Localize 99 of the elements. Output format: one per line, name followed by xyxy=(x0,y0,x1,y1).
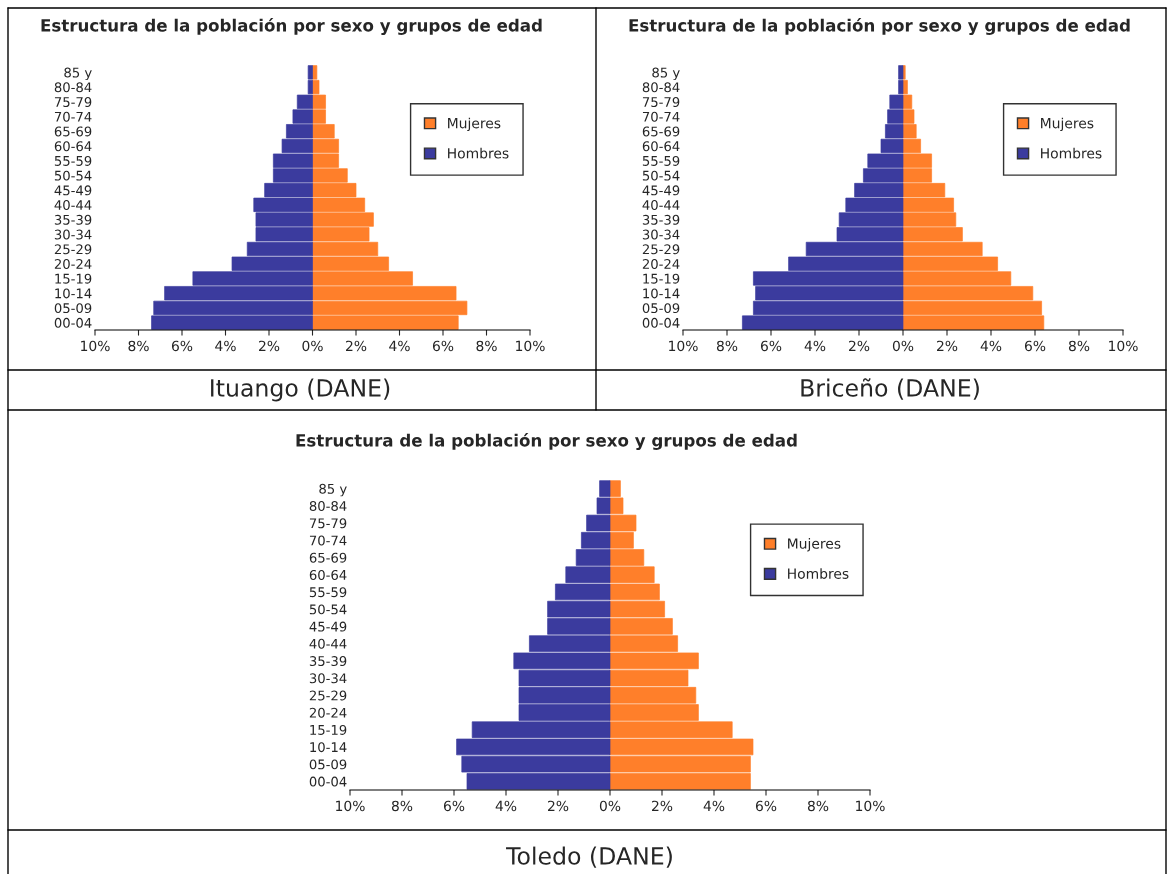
x-tick-label: 2% xyxy=(259,340,280,352)
y-tick-label: 50-54 xyxy=(54,170,92,181)
y-tick-label: 00-04 xyxy=(309,776,347,787)
y-tick-label: 20-24 xyxy=(642,258,680,269)
y-tick-label: 10-14 xyxy=(310,742,347,753)
x-tick-label: 6% xyxy=(760,340,782,352)
x-tick-label: 6% xyxy=(432,340,454,352)
x-tick-label: 4% xyxy=(804,340,826,352)
y-tick-label: 40-44 xyxy=(309,638,347,649)
x-tick-label: 10% xyxy=(669,340,698,352)
y-tick-label: 70-74 xyxy=(54,111,92,122)
x-tick-label: 4% xyxy=(495,800,517,812)
y-tick-label: 60-64 xyxy=(309,569,347,580)
x-tick-label: 2% xyxy=(346,340,367,352)
chart-title: Estructura de la población por sexo y grupos de edad xyxy=(629,18,1130,35)
y-tick-label: 80-84 xyxy=(642,82,680,93)
y-tick-label: 40-44 xyxy=(642,200,680,211)
text: Briceño (DANE) xyxy=(801,378,979,400)
x-tick-label: 4% xyxy=(389,340,410,352)
legend-label: Hombres xyxy=(788,568,849,579)
x-tick-label: 10% xyxy=(336,800,365,812)
y-tick-label: 15-19 xyxy=(310,724,347,735)
legend-label: Hombres xyxy=(448,147,509,159)
y-tick-label: 60-64 xyxy=(54,141,92,152)
y-tick-label: 15-19 xyxy=(55,273,92,284)
y-tick-label: 50-54 xyxy=(642,170,680,181)
x-tick-label: 8% xyxy=(391,800,413,812)
y-tick-label: 05-09 xyxy=(54,303,92,314)
x-tick-label: 10% xyxy=(1109,340,1138,352)
y-tick-label: 45-49 xyxy=(642,185,680,196)
x-tick-label: 6% xyxy=(443,800,465,812)
x-tick-label: 10% xyxy=(516,340,545,352)
y-tick-label: 40-44 xyxy=(54,200,92,211)
x-tick-label: 0% xyxy=(599,800,621,812)
x-tick-label: 2% xyxy=(652,800,673,812)
y-tick-label: 85 y xyxy=(64,67,92,81)
y-tick-label: 05-09 xyxy=(309,759,347,770)
x-tick-label: 8% xyxy=(476,340,497,352)
chart-title: Estructura de la población por sexo y grupos de edad xyxy=(41,18,542,35)
x-tick-label: 8% xyxy=(807,800,829,812)
x-tick-label: 8% xyxy=(1068,340,1090,352)
y-tick-label: 35-39 xyxy=(642,214,680,225)
x-tick-label: 0% xyxy=(892,340,914,352)
x-tick-label: 10% xyxy=(81,340,110,352)
y-tick-label: 80-84 xyxy=(309,501,347,512)
y-tick-label: 15-19 xyxy=(643,273,680,284)
y-tick-label: 35-39 xyxy=(54,214,92,225)
x-tick-label: 6% xyxy=(171,340,193,352)
x-tick-label: 4% xyxy=(980,340,1002,352)
y-tick-label: 25-29 xyxy=(54,244,92,255)
y-tick-label: 65-69 xyxy=(642,126,680,137)
y-tick-label: 10-14 xyxy=(643,288,680,299)
y-tick-label: 35-39 xyxy=(309,656,347,667)
y-tick-label: 75-79 xyxy=(642,97,680,108)
x-tick-label: 4% xyxy=(703,800,725,812)
y-tick-label: 70-74 xyxy=(642,111,680,122)
legend-label: Mujeres xyxy=(788,538,841,552)
y-tick-label: 25-29 xyxy=(642,244,680,255)
y-tick-label: 00-04 xyxy=(54,317,92,328)
chart-title: Estructura de la población por sexo y grupos de edad xyxy=(296,433,797,450)
y-tick-label: 50-54 xyxy=(309,604,347,615)
x-tick-label: 2% xyxy=(937,340,958,352)
legend-label: Hombres xyxy=(1041,147,1102,159)
text: Toledo (DANE) xyxy=(506,846,672,868)
y-tick-label: 25-29 xyxy=(309,690,347,701)
y-tick-label: 85 y xyxy=(319,483,347,497)
y-tick-label: 55-59 xyxy=(54,155,92,166)
y-tick-label: 45-49 xyxy=(54,185,92,196)
y-tick-label: 00-04 xyxy=(642,317,680,328)
y-tick-label: 30-34 xyxy=(642,229,680,240)
x-tick-label: 6% xyxy=(1024,340,1046,352)
x-tick-label: 2% xyxy=(849,340,870,352)
y-tick-label: 20-24 xyxy=(54,258,92,269)
x-tick-label: 4% xyxy=(215,340,236,352)
y-tick-label: 10-14 xyxy=(55,288,92,299)
x-tick-label: 0% xyxy=(302,340,323,352)
x-tick-label: 8% xyxy=(716,340,738,352)
y-tick-label: 60-64 xyxy=(642,141,680,152)
text: Ituango (DANE) xyxy=(211,378,390,402)
y-tick-label: 65-69 xyxy=(309,552,347,563)
y-tick-label: 75-79 xyxy=(309,518,347,529)
legend-label: Mujeres xyxy=(448,117,501,132)
legend-label: Mujeres xyxy=(1041,117,1094,132)
x-tick-label: 10% xyxy=(856,800,885,812)
x-tick-label: 2% xyxy=(548,800,569,812)
y-tick-label: 55-59 xyxy=(642,155,680,166)
y-tick-label: 55-59 xyxy=(309,587,347,598)
y-tick-label: 30-34 xyxy=(54,229,92,240)
x-tick-label: 6% xyxy=(755,800,777,812)
y-tick-label: 85 y xyxy=(652,67,680,81)
y-tick-label: 30-34 xyxy=(309,673,347,684)
y-tick-label: 45-49 xyxy=(309,621,347,632)
y-tick-label: 75-79 xyxy=(54,97,92,108)
y-tick-label: 65-69 xyxy=(54,126,92,137)
y-tick-label: 70-74 xyxy=(309,535,347,546)
y-tick-label: 80-84 xyxy=(54,82,92,93)
x-tick-label: 8% xyxy=(128,340,149,352)
y-tick-label: 20-24 xyxy=(309,707,347,718)
y-tick-label: 05-09 xyxy=(642,303,680,314)
